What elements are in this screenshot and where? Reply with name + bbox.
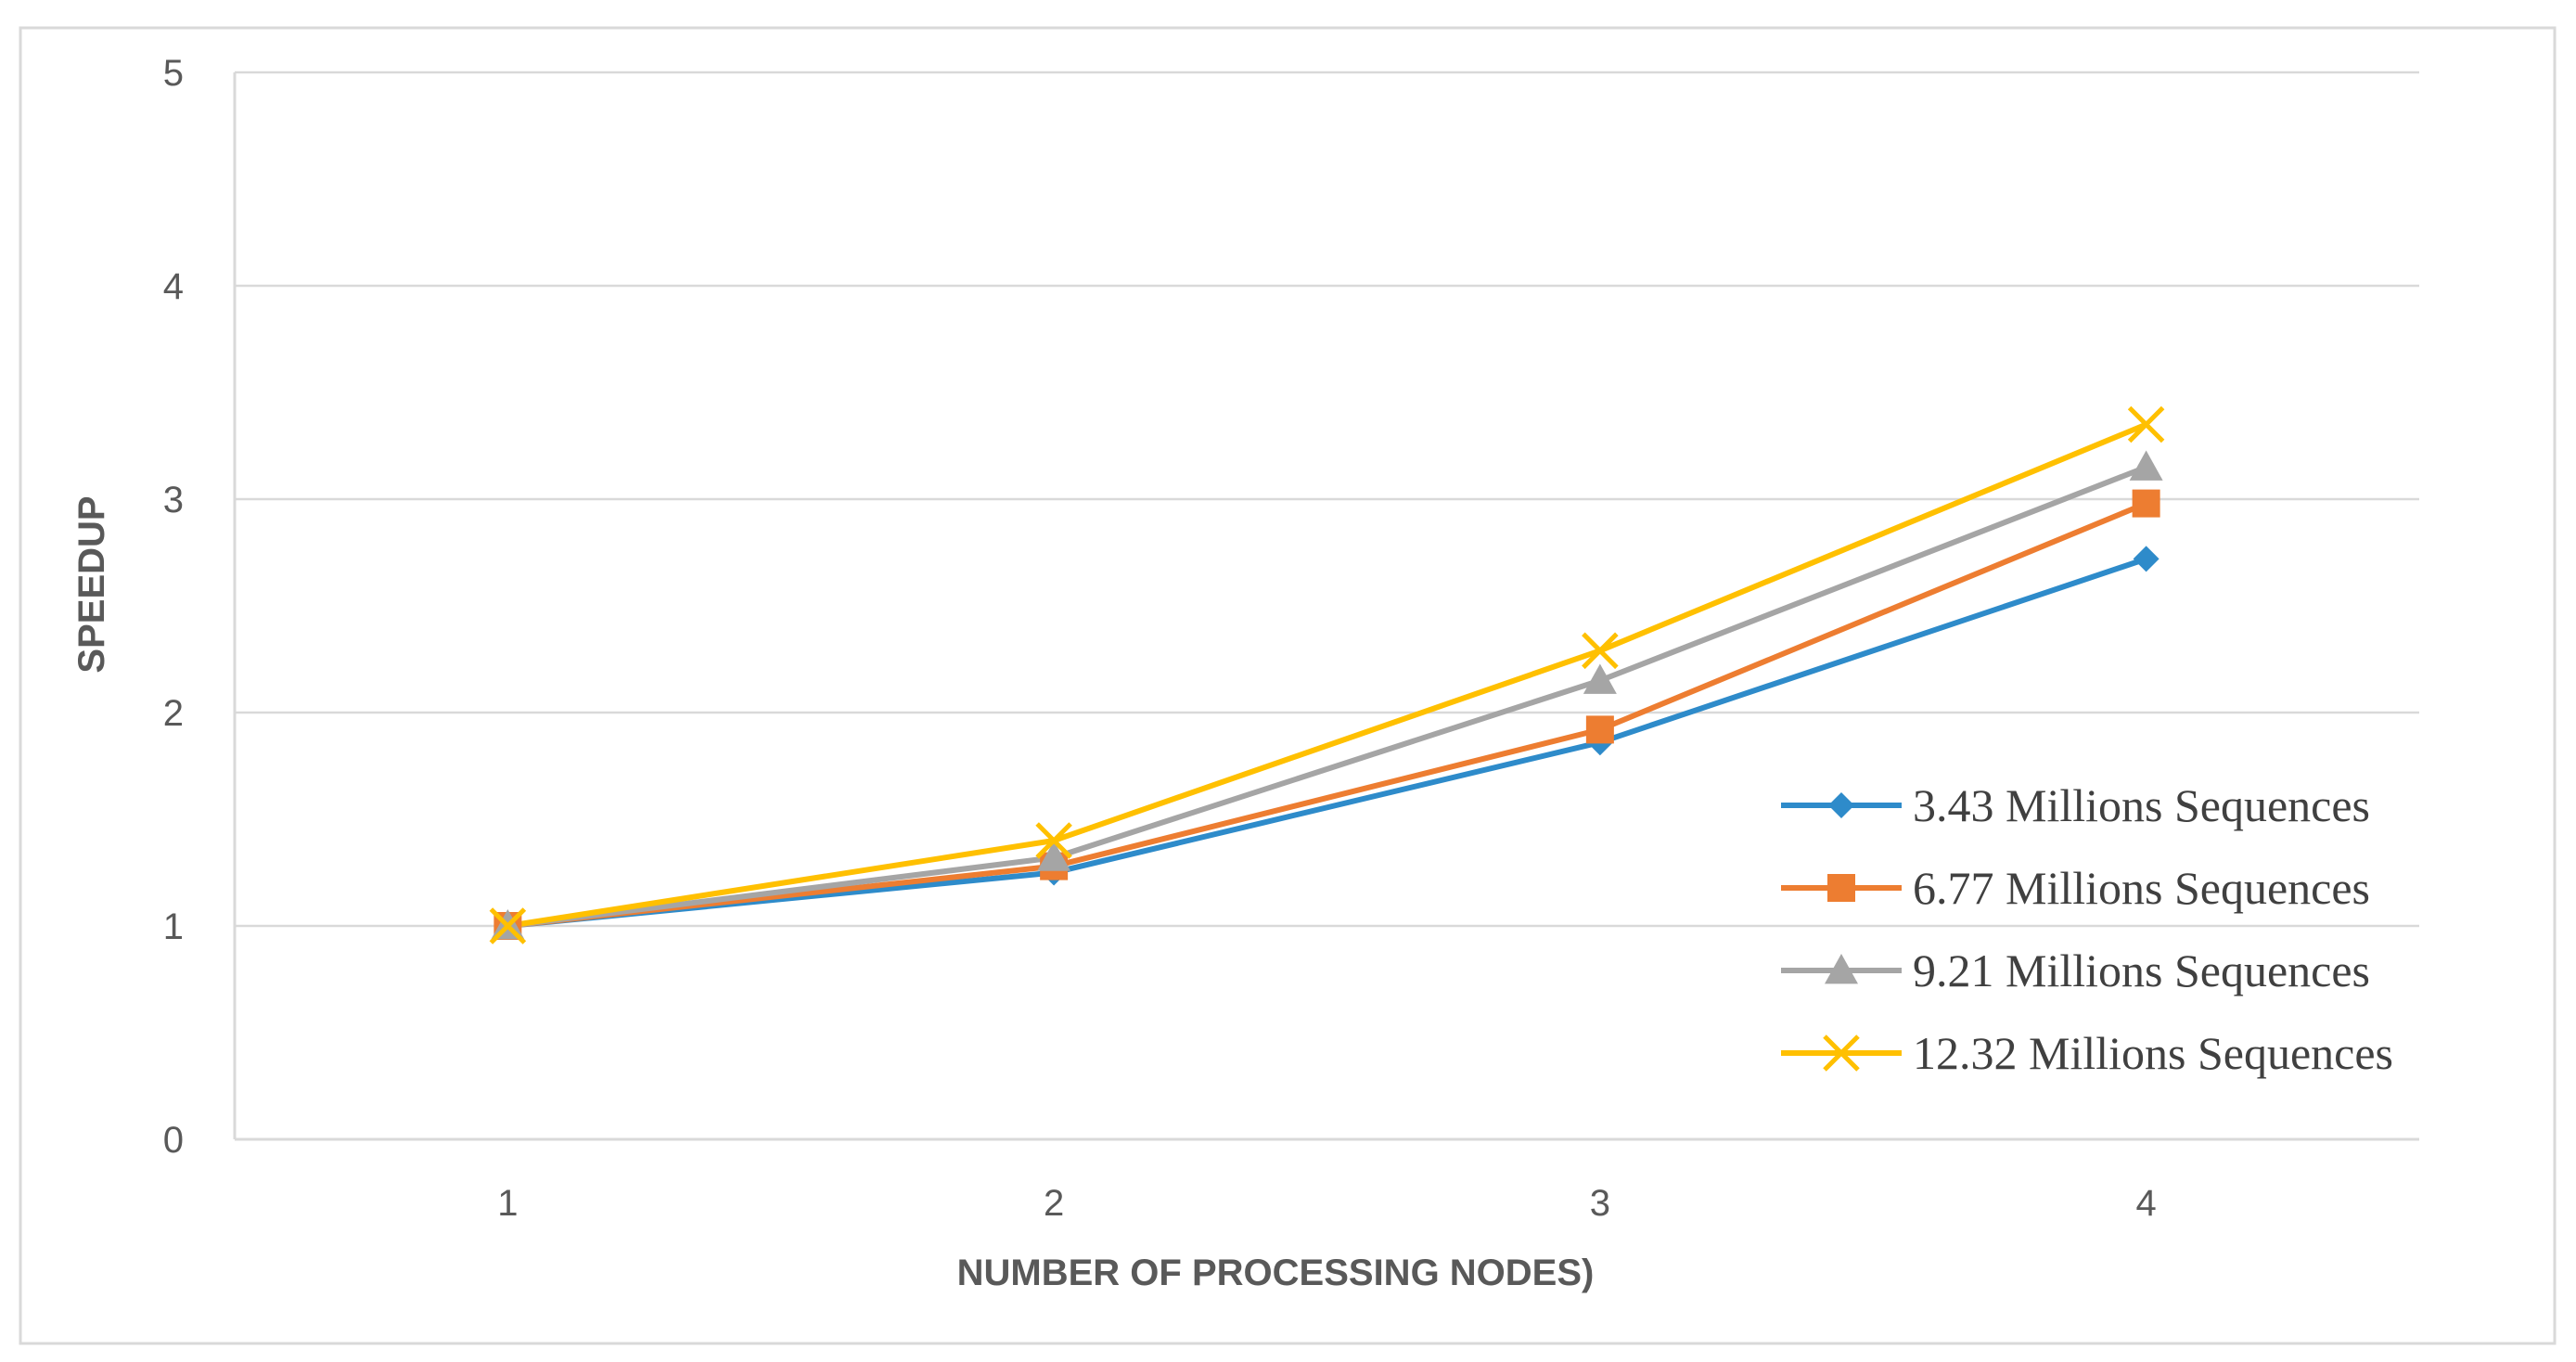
legend-label: 12.32 Millions Sequences [1913,1027,2393,1079]
data-point-s4-2 [1035,822,1072,859]
legend: 3.43 Millions Sequences 6.77 Millions Seq… [1781,779,2393,1079]
y-tick-label: 5 [163,53,184,94]
series-line-2 [507,500,2147,929]
legend-marker [1828,792,1854,818]
x-axis-title: NUMBER OF PROCESSING NODES) [957,1253,1595,1293]
series-lines [506,421,2147,929]
legend-item: 9.21 Millions Sequences [1781,944,2370,996]
data-point-s3-4 [2129,450,2163,481]
grid-lines [235,71,2419,928]
data-point-s3-3 [1583,663,1617,694]
tick-labels: 0 1 2 3 4 5 1 2 3 4 [163,53,2157,1224]
series-line-1 [507,556,2147,929]
x-tick-label: 1 [497,1183,518,1224]
data-point-s4-3 [1582,632,1619,670]
legend-item: 3.43 Millions Sequences [1781,779,2370,831]
y-axis-title: SPEEDUP [71,495,112,673]
legend-marker [1827,874,1855,902]
series-markers [489,405,2165,944]
y-tick-label: 3 [163,480,184,520]
data-point-s3-2 [1037,841,1071,871]
axes [233,72,2419,1141]
series-line-4 [506,421,2147,929]
legend-label: 3.43 Millions Sequences [1913,779,2370,831]
data-point-s1-4 [2133,546,2159,572]
x-tick-label: 4 [2136,1183,2157,1224]
y-tick-label: 4 [163,266,184,307]
legend-marker [1825,954,1858,984]
legend-label: 9.21 Millions Sequences [1913,944,2370,996]
legend-label: 6.77 Millions Sequences [1913,862,2370,914]
data-point-s4-1 [489,907,527,944]
legend-item: 6.77 Millions Sequences [1781,862,2370,914]
x-tick-label: 2 [1044,1183,1064,1224]
legend-item: 12.32 Millions Sequences [1781,1027,2393,1079]
chart-border [19,26,2557,1345]
data-point-s2-4 [2132,489,2160,518]
data-point-s2-3 [1585,715,1614,744]
y-tick-label: 0 [163,1120,184,1161]
y-tick-label: 2 [163,693,184,734]
legend-marker [1823,1034,1860,1072]
y-tick-label: 1 [163,906,184,947]
data-point-s4-4 [2127,405,2165,443]
series-line-3 [507,464,2147,929]
x-tick-label: 3 [1590,1183,1610,1224]
